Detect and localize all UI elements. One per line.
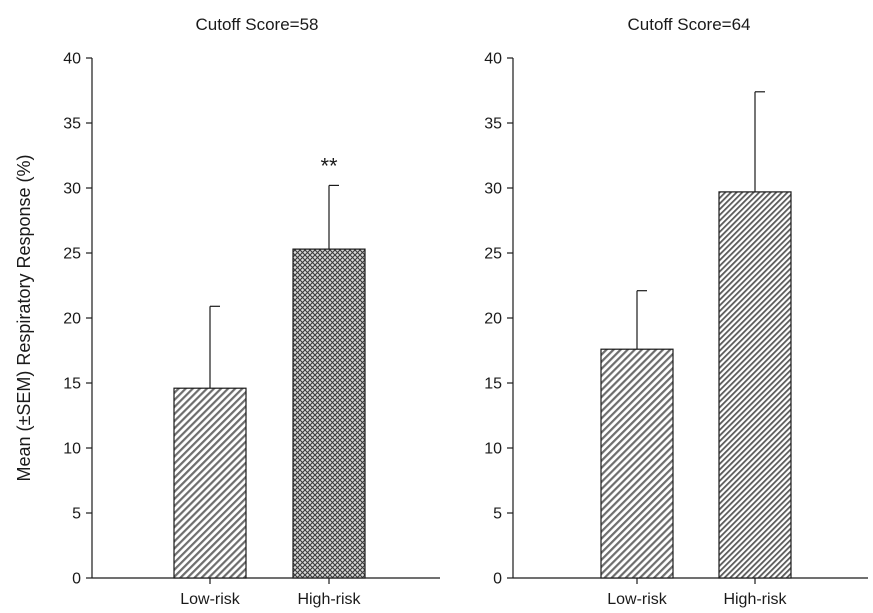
y-tick-label: 10: [484, 441, 502, 458]
panel-title: Cutoff Score=64: [627, 15, 750, 34]
y-tick-label: 20: [63, 311, 81, 328]
significance-marker: **: [320, 153, 338, 178]
y-tick-label: 5: [72, 506, 81, 523]
y-tick-label: 20: [484, 311, 502, 328]
x-tick-label: Low-risk: [607, 591, 668, 608]
x-tick-label: Low-risk: [180, 591, 241, 608]
y-tick-label: 0: [493, 571, 502, 588]
bar-high-risk: [718, 191, 792, 579]
y-tick-label: 25: [484, 246, 502, 263]
y-tick-label: 40: [484, 51, 502, 68]
panel-cutoff-64: Cutoff Score=64 0 5 10 15 20 25 30 35 40 Low-risk H…: [484, 15, 868, 608]
y-tick-label: 35: [484, 116, 502, 133]
panel-title: Cutoff Score=58: [195, 15, 318, 34]
bar-low-risk: [173, 387, 247, 579]
y-tick-label: 40: [63, 51, 81, 68]
y-tick-label: 35: [63, 116, 81, 133]
y-tick-label: 30: [484, 181, 502, 198]
bar-low-risk: [600, 348, 674, 579]
panel-cutoff-58: Cutoff Score=58 0 5 10 15 20 25 30 35 40 Low-risk H…: [63, 15, 440, 608]
y-tick-label: 5: [493, 506, 502, 523]
y-axis-label: Mean (±SEM) Respiratory Response (%): [14, 155, 34, 482]
y-tick-label: 25: [63, 246, 81, 263]
x-tick-label: High-risk: [297, 591, 361, 608]
y-tick-label: 15: [63, 376, 81, 393]
y-tick-label: 10: [63, 441, 81, 458]
bar-high-risk: [292, 248, 366, 579]
y-tick-label: 30: [63, 181, 81, 198]
x-tick-label: High-risk: [723, 591, 787, 608]
y-tick-label: 15: [484, 376, 502, 393]
y-tick-label: 0: [72, 571, 81, 588]
